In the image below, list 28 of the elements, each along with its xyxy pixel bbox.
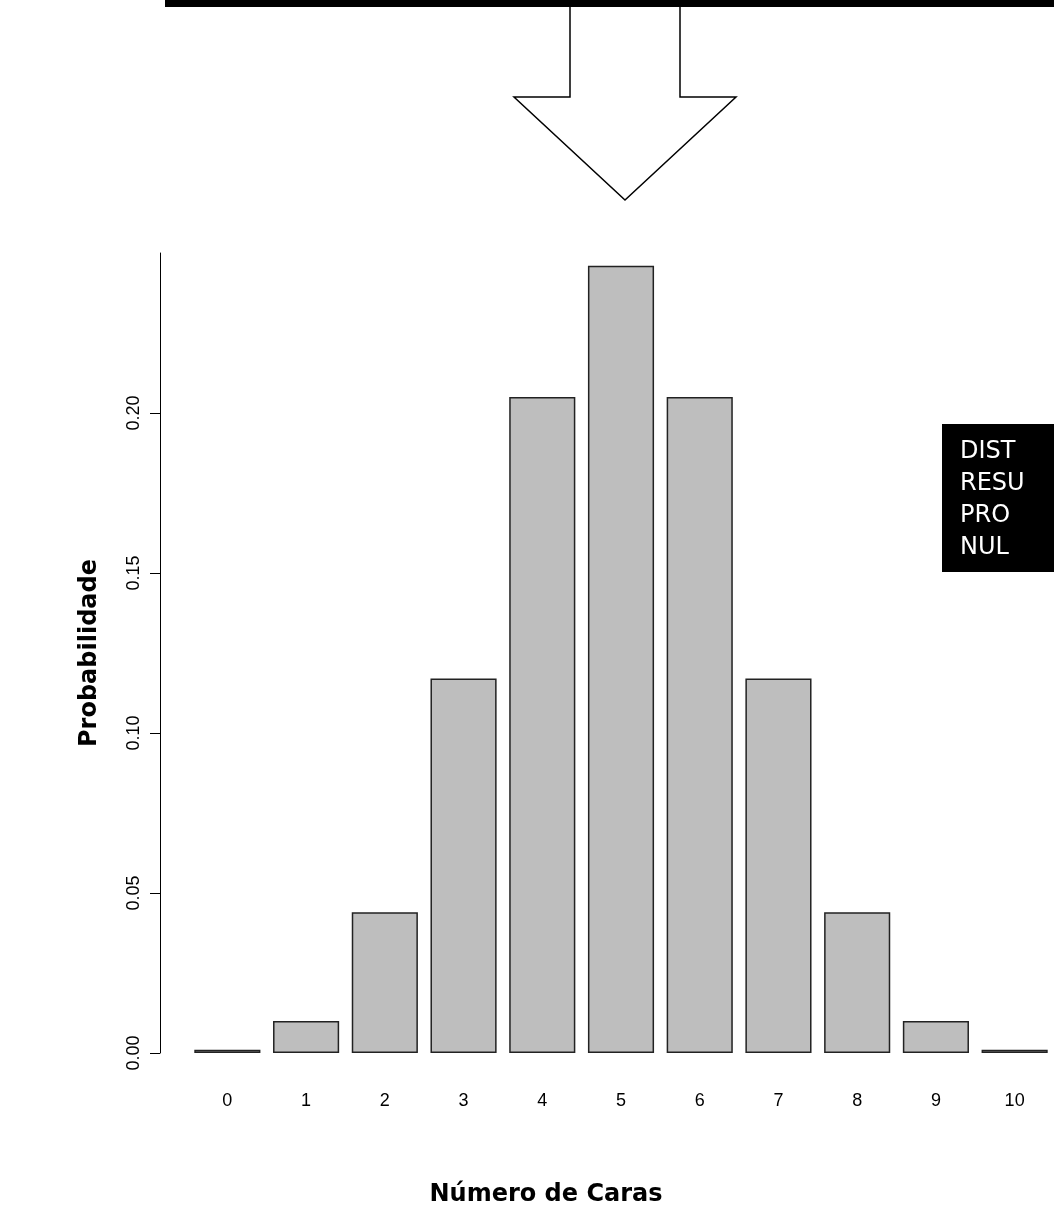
x-tick-label: 9 <box>930 1090 941 1110</box>
y-tick-label: 0.15 <box>123 555 143 591</box>
x-tick-label: 0 <box>222 1090 233 1110</box>
y-axis-title: Probabilidade <box>74 559 102 747</box>
bar <box>430 678 497 1053</box>
bar <box>745 678 812 1053</box>
x-axis-title: Número de Caras <box>429 1179 663 1207</box>
y-tick-label: 0.10 <box>123 715 143 751</box>
annotation: DIST RESU PRO NUL <box>942 424 1054 572</box>
x-tick-label: 3 <box>458 1090 469 1110</box>
x-tick-label: 7 <box>773 1090 784 1110</box>
bar <box>509 397 576 1053</box>
x-tick-label: 6 <box>694 1090 705 1110</box>
bar <box>587 265 655 1053</box>
x-tick-label: 5 <box>615 1090 627 1110</box>
bar <box>666 397 733 1053</box>
x-tick-label: 1 <box>301 1090 312 1110</box>
x-tick-label: 2 <box>379 1090 390 1110</box>
bar <box>273 1021 340 1053</box>
y-tick-label: 0.00 <box>123 1035 143 1071</box>
y-tick-label: 0.05 <box>123 875 143 911</box>
bar <box>351 912 418 1053</box>
x-tick-label: 10 <box>1004 1090 1025 1110</box>
x-tick-label: 8 <box>852 1090 863 1110</box>
bar <box>902 1021 969 1053</box>
y-tick-label: 0.20 <box>123 395 143 431</box>
bar <box>824 912 891 1053</box>
x-tick-label: 4 <box>537 1090 548 1110</box>
